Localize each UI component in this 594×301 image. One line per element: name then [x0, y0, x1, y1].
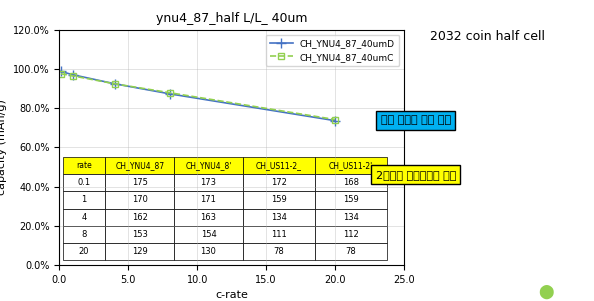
FancyBboxPatch shape: [243, 174, 315, 191]
FancyBboxPatch shape: [63, 209, 105, 226]
Text: 171: 171: [201, 195, 216, 204]
FancyBboxPatch shape: [174, 243, 243, 260]
Text: 112: 112: [343, 230, 359, 239]
X-axis label: c-rate: c-rate: [215, 290, 248, 300]
FancyBboxPatch shape: [63, 243, 105, 260]
FancyBboxPatch shape: [174, 191, 243, 209]
CH_YNU4_87_40umC: [331, 118, 339, 121]
CH_YNU4_87_40umD: [166, 92, 173, 96]
CH_YNU4_87_40umC: [166, 91, 173, 95]
Text: 172: 172: [271, 178, 287, 187]
FancyBboxPatch shape: [105, 209, 174, 226]
FancyBboxPatch shape: [63, 191, 105, 209]
Text: 162: 162: [132, 213, 148, 222]
Text: 4: 4: [81, 213, 87, 222]
FancyBboxPatch shape: [243, 226, 315, 243]
CH_YNU4_87_40umD: [57, 70, 64, 73]
Text: rate: rate: [76, 161, 92, 170]
FancyBboxPatch shape: [243, 191, 315, 209]
Text: 78: 78: [346, 247, 356, 256]
Text: 20: 20: [79, 247, 89, 256]
Text: 0.1: 0.1: [78, 178, 91, 187]
FancyBboxPatch shape: [63, 157, 105, 174]
Text: 175: 175: [132, 178, 148, 187]
FancyBboxPatch shape: [243, 243, 315, 260]
Text: 2차년도 중간점검시 결과: 2차년도 중간점검시 결과: [375, 169, 456, 180]
FancyBboxPatch shape: [315, 157, 387, 174]
Text: 159: 159: [271, 195, 287, 204]
FancyBboxPatch shape: [174, 157, 243, 174]
Text: 129: 129: [132, 247, 148, 256]
FancyBboxPatch shape: [105, 174, 174, 191]
Text: CH_US11-2_: CH_US11-2_: [256, 161, 302, 170]
Text: 78: 78: [273, 247, 285, 256]
Text: 170: 170: [132, 195, 148, 204]
Y-axis label: capacity (mAh/g): capacity (mAh/g): [0, 100, 7, 195]
FancyBboxPatch shape: [174, 226, 243, 243]
Text: CH_US11-2': CH_US11-2': [328, 161, 373, 170]
Text: CH_YNU4_8': CH_YNU4_8': [185, 161, 232, 170]
Text: 8: 8: [81, 230, 87, 239]
FancyBboxPatch shape: [105, 157, 174, 174]
FancyBboxPatch shape: [243, 157, 315, 174]
CH_YNU4_87_40umD: [69, 73, 77, 77]
Line: CH_YNU4_87_40umD: CH_YNU4_87_40umD: [56, 67, 340, 126]
FancyBboxPatch shape: [315, 191, 387, 209]
Text: 134: 134: [343, 213, 359, 222]
Text: CH_YNU4_87: CH_YNU4_87: [115, 161, 165, 170]
CH_YNU4_87_40umD: [111, 82, 118, 85]
Text: 168: 168: [343, 178, 359, 187]
Text: 111: 111: [271, 230, 287, 239]
Text: 154: 154: [201, 230, 216, 239]
Text: 163: 163: [201, 213, 216, 222]
FancyBboxPatch shape: [105, 191, 174, 209]
FancyBboxPatch shape: [315, 209, 387, 226]
Title: ynu4_87_half L/L_ 40um: ynu4_87_half L/L_ 40um: [156, 12, 308, 25]
Text: 130: 130: [201, 247, 216, 256]
Line: CH_YNU4_87_40umC: CH_YNU4_87_40umC: [57, 70, 339, 123]
Text: ⬤: ⬤: [539, 285, 554, 299]
FancyBboxPatch shape: [315, 243, 387, 260]
Text: 1: 1: [81, 195, 87, 204]
FancyBboxPatch shape: [105, 243, 174, 260]
FancyBboxPatch shape: [105, 226, 174, 243]
Text: 134: 134: [271, 213, 287, 222]
CH_YNU4_87_40umD: [331, 119, 339, 123]
FancyBboxPatch shape: [315, 174, 387, 191]
CH_YNU4_87_40umC: [111, 82, 118, 85]
FancyBboxPatch shape: [315, 226, 387, 243]
Text: 153: 153: [132, 230, 148, 239]
CH_YNU4_87_40umC: [57, 72, 64, 76]
Text: 159: 159: [343, 195, 359, 204]
FancyBboxPatch shape: [63, 226, 105, 243]
FancyBboxPatch shape: [174, 209, 243, 226]
Text: 173: 173: [201, 178, 216, 187]
Text: 이번 영남대 시료 결과: 이번 영남대 시료 결과: [381, 115, 451, 126]
CH_YNU4_87_40umC: [69, 74, 77, 78]
FancyBboxPatch shape: [63, 174, 105, 191]
Text: 2032 coin half cell: 2032 coin half cell: [429, 29, 545, 43]
Legend: CH_YNU4_87_40umD, CH_YNU4_87_40umC: CH_YNU4_87_40umD, CH_YNU4_87_40umC: [266, 35, 399, 66]
FancyBboxPatch shape: [174, 174, 243, 191]
FancyBboxPatch shape: [243, 209, 315, 226]
